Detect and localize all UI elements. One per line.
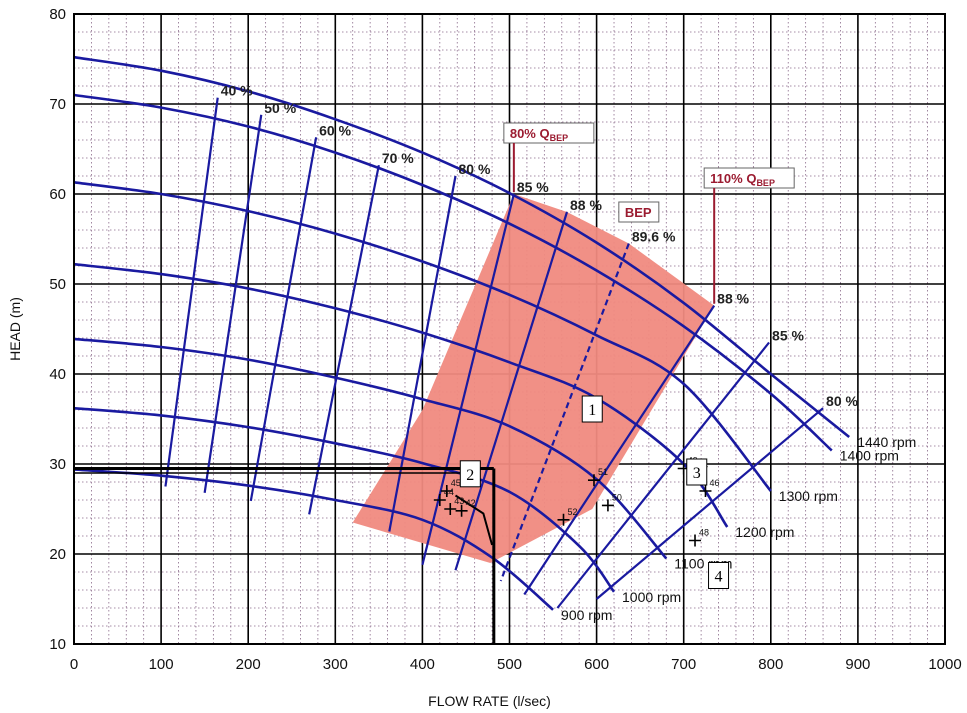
y-axis-title: HEAD (m) [7,297,23,361]
efficiency-line [203,114,263,493]
efficiency-line [421,193,515,566]
efficiency-label: 50 % [264,100,296,116]
operating-point-marker [444,503,457,515]
operating-point-marker [699,485,712,497]
q110-callout-box [703,167,795,189]
plot-frame [73,13,946,645]
region-marker-label: 1 [588,402,596,419]
efficiency-label: 88 % [717,291,749,307]
region-marker-box [708,562,730,589]
region-marker-label: 3 [693,465,701,482]
region-marker-box [459,460,481,488]
x-tick-label: 800 [758,656,783,673]
operating-point-marker [455,504,468,517]
head-curve [73,468,554,611]
efficiency-line [556,341,770,609]
y-tick-label: 60 [49,186,66,203]
x-tick-label: 400 [410,656,435,673]
system-lines [74,467,496,644]
x-tick-label: 700 [671,656,696,673]
region-marker-label: 2 [466,467,474,484]
axis-ticks: 0 100 200 300 400 500 600 700 800 900 1000 10 20 30 40… [49,6,961,673]
operating-point-marker [557,513,570,526]
head-curve [73,406,616,593]
head-curves [73,55,851,611]
operating-point-label: 48 [699,528,709,538]
operating-point-label: 43 [454,496,464,506]
operating-point-label: 52 [568,507,578,517]
operating-point-label: 46 [709,478,719,488]
operating-point-marker [587,474,600,487]
x-tick-label: 1000 [928,656,961,673]
y-tick-label: 40 [49,366,66,383]
head-curve-label: 1440 rpm [857,434,916,450]
y-tick-label: 20 [49,546,66,563]
bep-callout-text: BEP [625,205,652,220]
efficiency-label: 80 % [826,393,858,409]
operating-point-label: 45 [451,478,461,488]
operating-point-marker [440,485,453,497]
efficiency-label: 88 % [570,197,602,213]
head-curve-label: 1000 rpm [622,589,681,605]
head-curve [73,55,851,439]
y-tick-label: 50 [49,276,66,293]
region-marker-box [686,458,708,486]
efficiency-line [249,137,318,502]
x-axis-title: FLOW RATE (l/sec) [428,693,551,709]
head-curve [73,93,833,452]
region-marker-label: 4 [715,569,723,586]
bep-callout-box [618,201,660,223]
x-tick-label: 900 [845,656,870,673]
efficiency-line [595,407,824,600]
operating-point-label: 50 [612,492,622,502]
y-tick-label: 30 [49,456,66,473]
y-tick-label: 10 [49,636,66,653]
y-tick-label: 70 [49,96,66,113]
efficiency-line [499,243,630,582]
efficiency-label: 70 % [382,150,414,166]
operating-point-label: 42 [466,498,476,508]
q80-callout-box [503,122,595,144]
operating-point-marker [689,534,702,547]
operating-point-label: 44 [444,487,454,497]
x-tick-label: 300 [323,656,348,673]
efficiency-line [523,304,716,596]
region-markers: 1 2 3 4 [459,395,730,589]
head-curve-label: 1400 rpm [840,448,899,464]
efficiency-line [454,211,569,571]
head-curve [73,181,772,492]
efficiency-label: 40 % [221,83,253,99]
operating-point-marker [601,499,614,512]
efficiency-label: 85 % [517,179,549,195]
operating-point-label: 51 [598,467,608,477]
efficiency-line [164,97,219,487]
x-tick-label: 600 [584,656,609,673]
head-curve [73,262,729,528]
y-tick-label: 80 [49,6,66,23]
system-curve [454,494,494,546]
efficiency-line [308,164,380,515]
region-marker-box [581,395,603,423]
efficiency-lines [164,97,824,609]
x-tick-label: 0 [70,656,78,673]
operating-point-marker [433,494,446,506]
efficiency-label: 85 % [772,328,804,344]
x-tick-label: 500 [497,656,522,673]
x-tick-label: 100 [149,656,174,673]
head-curve-label: 1200 rpm [735,524,794,540]
x-tick-label: 200 [236,656,261,673]
efficiency-label: 60 % [319,122,351,138]
efficiency-label: 89.6 % [632,229,676,245]
head-curve-label: 1300 rpm [779,488,838,504]
efficiency-label: 80 % [458,161,490,177]
head-curve-label: 900 rpm [561,607,612,623]
